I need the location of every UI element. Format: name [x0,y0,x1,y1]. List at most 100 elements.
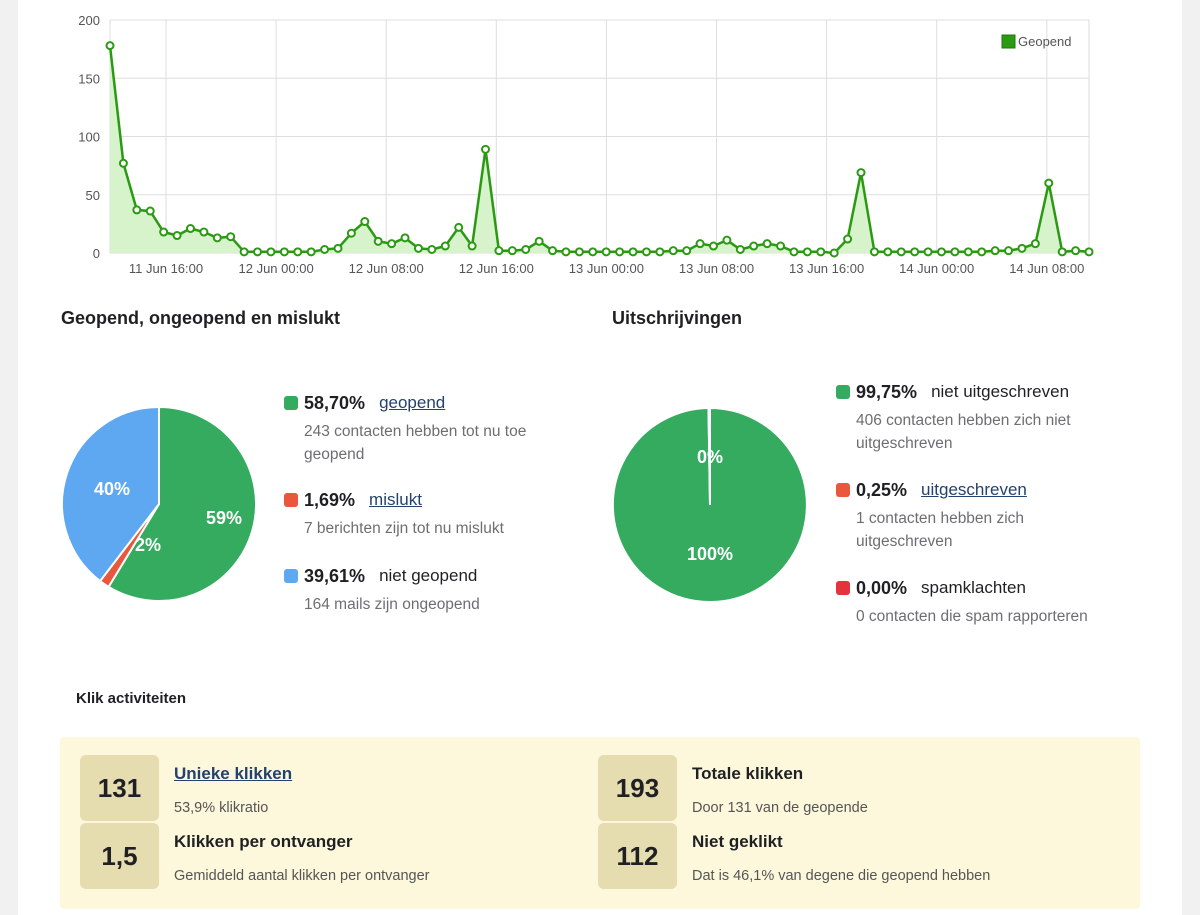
data-point[interactable] [628,247,638,257]
green-swatch-icon [284,396,298,410]
data-point[interactable] [776,241,786,251]
data-point[interactable] [440,241,450,251]
data-point[interactable] [963,247,973,257]
data-point[interactable] [320,245,330,255]
data-point[interactable] [132,205,142,215]
data-point[interactable] [668,246,678,256]
data-point[interactable] [293,247,303,257]
x-tick-label: 13 Jun 00:00 [569,261,644,276]
data-point[interactable] [1030,239,1040,249]
data-point[interactable] [105,41,115,51]
data-point[interactable] [977,247,987,257]
geopend-link[interactable]: geopend [379,393,446,412]
data-point[interactable] [655,247,665,257]
mislukt-link[interactable]: mislukt [369,490,422,509]
data-point[interactable] [534,236,544,246]
data-point[interactable] [896,247,906,257]
data-point[interactable] [145,206,155,216]
data-point[interactable] [212,233,222,243]
data-point[interactable] [306,247,316,257]
data-point[interactable] [802,247,812,257]
data-point[interactable] [816,247,826,257]
data-point[interactable] [239,247,249,257]
data-point[interactable] [990,246,1000,256]
data-point[interactable] [682,246,692,256]
data-point[interactable] [588,247,598,257]
data-point[interactable] [1044,178,1054,188]
data-point[interactable] [1084,247,1094,257]
opens-area [110,45,1089,253]
data-point[interactable] [695,239,705,249]
data-point[interactable] [400,233,410,243]
data-point[interactable] [373,236,383,246]
data-point[interactable] [749,241,759,251]
legend-item-niet-uitgeschreven: 99,75% niet uitgeschreven 406 contacten … [836,379,1166,455]
data-point[interactable] [856,168,866,178]
spamklachten-desc: 0 contacten die spam rapporteren [856,608,1088,625]
pie-slice[interactable] [61,405,160,583]
data-point[interactable] [722,235,732,245]
data-point[interactable] [950,247,960,257]
data-point[interactable] [561,247,571,257]
data-point[interactable] [601,247,611,257]
x-tick-label: 13 Jun 16:00 [789,261,864,276]
data-point[interactable] [266,247,276,257]
data-point[interactable] [467,241,477,251]
pie-slice[interactable] [107,405,257,602]
data-point[interactable] [413,243,423,253]
data-point[interactable] [253,247,263,257]
data-point[interactable] [735,245,745,255]
mislukt-pct: 1,69% [304,489,356,510]
total-clicks-desc: Door 131 van de geopende [692,800,868,816]
data-point[interactable] [226,232,236,242]
not-clicked-title: Niet geklikt [692,832,783,851]
data-point[interactable] [1017,243,1027,253]
data-point[interactable] [199,227,209,237]
data-point[interactable] [1057,247,1067,257]
data-point[interactable] [641,247,651,257]
green-swatch-icon [836,385,850,399]
data-point[interactable] [936,247,946,257]
data-point[interactable] [869,247,879,257]
data-point[interactable] [910,247,920,257]
data-point[interactable] [279,247,289,257]
data-point[interactable] [615,247,625,257]
opens-line [108,45,1090,255]
data-point[interactable] [494,246,504,256]
data-point[interactable] [346,228,356,238]
data-point[interactable] [548,246,558,256]
uitgeschreven-link[interactable]: uitgeschreven [921,480,1027,499]
data-point[interactable] [360,217,370,227]
data-point[interactable] [172,231,182,241]
data-point[interactable] [387,239,397,249]
data-point[interactable] [1071,246,1081,256]
data-point[interactable] [481,144,491,154]
pie-slice[interactable] [707,406,711,506]
opens-line-chart: 0 50 100 150 200 11 Jun 16:00 12 Jun 00:00 12 … [78,13,1094,276]
data-point[interactable] [923,247,933,257]
x-tick-label: 14 Jun 00:00 [899,261,974,276]
data-point[interactable] [454,222,464,232]
y-tick-label: 200 [78,13,100,28]
data-point[interactable] [829,248,839,258]
x-tick-label: 11 Jun 16:00 [129,261,203,276]
data-point[interactable] [185,224,195,234]
data-point[interactable] [333,243,343,253]
legend-item-spamklachten: 0,00% spamklachten 0 contacten die spam … [836,575,1166,628]
data-point[interactable] [762,239,772,249]
x-tick-label: 13 Jun 08:00 [679,261,754,276]
data-point[interactable] [427,245,437,255]
data-point[interactable] [708,241,718,251]
unique-clicks-link[interactable]: Unieke klikken [174,764,293,783]
data-point[interactable] [574,247,584,257]
chart-legend[interactable]: Geopend [1001,34,1072,49]
data-point[interactable] [507,246,517,256]
data-point[interactable] [883,247,893,257]
niet-geopend-desc: 164 mails zijn ongeopend [304,596,480,613]
data-point[interactable] [118,158,128,168]
data-point[interactable] [1004,246,1014,256]
data-point[interactable] [789,247,799,257]
data-point[interactable] [159,227,169,237]
data-point[interactable] [521,245,531,255]
data-point[interactable] [843,234,853,244]
